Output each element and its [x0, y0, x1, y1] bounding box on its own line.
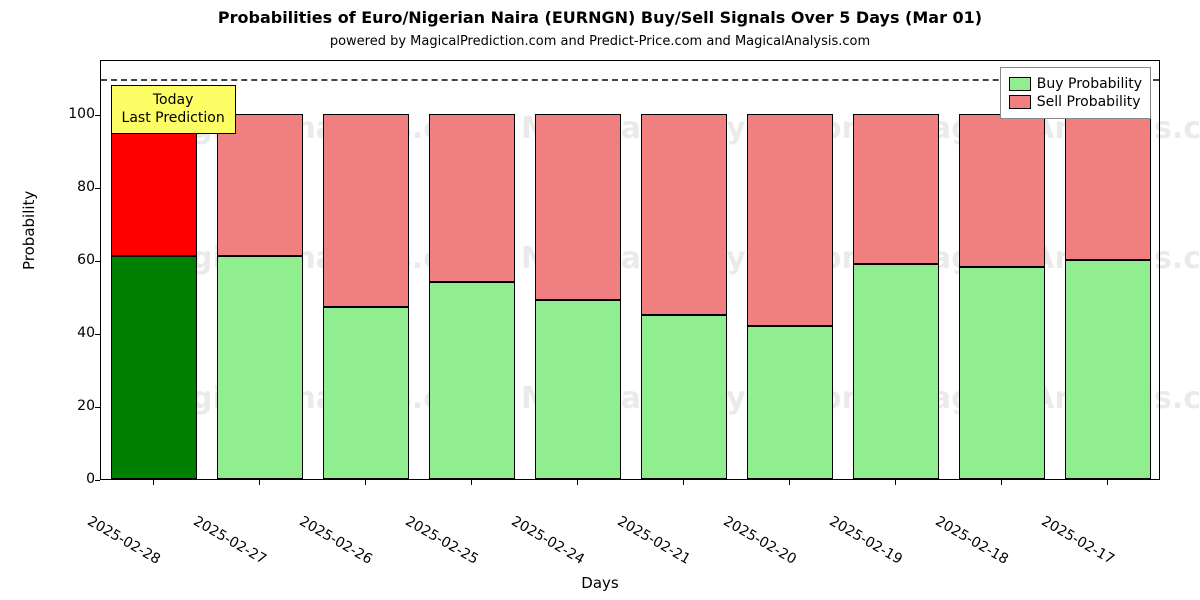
- buy-bar: [747, 326, 834, 479]
- buy-bar: [323, 307, 410, 479]
- x-tick-label: 2025-02-21: [607, 509, 693, 568]
- chart-title: Probabilities of Euro/Nigerian Naira (EU…: [0, 8, 1200, 27]
- x-tick-mark: [153, 480, 154, 485]
- buy-bar: [959, 267, 1046, 479]
- x-tick-label: 2025-02-18: [925, 509, 1011, 568]
- sell-bar: [323, 114, 410, 308]
- x-tick-label: 2025-02-24: [501, 509, 587, 568]
- x-tick-mark: [259, 480, 260, 485]
- buy-bar: [111, 256, 198, 479]
- chart-container: Probabilities of Euro/Nigerian Naira (EU…: [0, 0, 1200, 600]
- y-tick-label: 40: [55, 325, 95, 341]
- bar-group: [641, 61, 728, 479]
- buy-bar: [853, 264, 940, 479]
- buy-bar: [535, 300, 622, 479]
- y-tick-mark: [95, 334, 100, 335]
- today-callout: Today Last Prediction: [111, 85, 236, 133]
- today-line1: Today: [122, 91, 225, 109]
- legend-swatch-sell: [1009, 95, 1031, 109]
- y-tick-mark: [95, 480, 100, 481]
- x-tick-mark: [789, 480, 790, 485]
- sell-bar: [217, 114, 304, 256]
- y-tick-label: 20: [55, 398, 95, 414]
- bar-group: [323, 61, 410, 479]
- buy-bar: [429, 282, 516, 479]
- x-tick-mark: [1001, 480, 1002, 485]
- buy-bar: [217, 256, 304, 479]
- legend-buy-label: Buy Probability: [1037, 76, 1142, 92]
- legend-row-sell: Sell Probability: [1009, 94, 1142, 110]
- buy-bar: [641, 315, 728, 479]
- x-tick-label: 2025-02-27: [183, 509, 269, 568]
- sell-bar: [111, 114, 198, 256]
- bar-group: [1065, 61, 1152, 479]
- sell-bar: [959, 114, 1046, 267]
- sell-bar: [429, 114, 516, 282]
- x-axis-label: Days: [0, 574, 1200, 592]
- bar-group: [853, 61, 940, 479]
- y-tick-mark: [95, 115, 100, 116]
- y-tick-label: 0: [55, 471, 95, 487]
- x-tick-label: 2025-02-17: [1031, 509, 1117, 568]
- sell-bar: [535, 114, 622, 300]
- x-tick-mark: [895, 480, 896, 485]
- x-tick-label: 2025-02-20: [713, 509, 799, 568]
- x-tick-mark: [577, 480, 578, 485]
- today-line2: Last Prediction: [122, 109, 225, 127]
- bar-group: [747, 61, 834, 479]
- bar-group: [535, 61, 622, 479]
- sell-bar: [853, 114, 940, 264]
- buy-bar: [1065, 260, 1152, 479]
- legend-swatch-buy: [1009, 77, 1031, 91]
- x-tick-mark: [1107, 480, 1108, 485]
- y-axis-label: Probability: [20, 191, 38, 270]
- bar-group: [429, 61, 516, 479]
- chart-subtitle: powered by MagicalPrediction.com and Pre…: [0, 34, 1200, 49]
- y-tick-mark: [95, 407, 100, 408]
- watermark-text: MagicalAnalysis.com: [901, 381, 1200, 416]
- y-tick-mark: [95, 261, 100, 262]
- x-tick-label: 2025-02-25: [395, 509, 481, 568]
- legend-row-buy: Buy Probability: [1009, 76, 1142, 92]
- legend-sell-label: Sell Probability: [1037, 94, 1141, 110]
- x-tick-mark: [683, 480, 684, 485]
- x-tick-mark: [365, 480, 366, 485]
- legend: Buy Probability Sell Probability: [1000, 67, 1151, 119]
- y-tick-label: 100: [55, 106, 95, 122]
- y-tick-mark: [95, 188, 100, 189]
- y-tick-label: 80: [55, 179, 95, 195]
- plot-area: MagicalAnalysis.com MagicalAnalysis.com …: [100, 60, 1160, 480]
- sell-bar: [747, 114, 834, 326]
- x-tick-label: 2025-02-19: [819, 509, 905, 568]
- bar-group: [959, 61, 1046, 479]
- x-tick-mark: [471, 480, 472, 485]
- sell-bar: [641, 114, 728, 315]
- watermark-text: MagicalAnalysis.com: [901, 241, 1200, 276]
- sell-bar: [1065, 114, 1152, 260]
- x-tick-label: 2025-02-26: [289, 509, 375, 568]
- y-tick-label: 60: [55, 252, 95, 268]
- x-tick-label: 2025-02-28: [77, 509, 163, 568]
